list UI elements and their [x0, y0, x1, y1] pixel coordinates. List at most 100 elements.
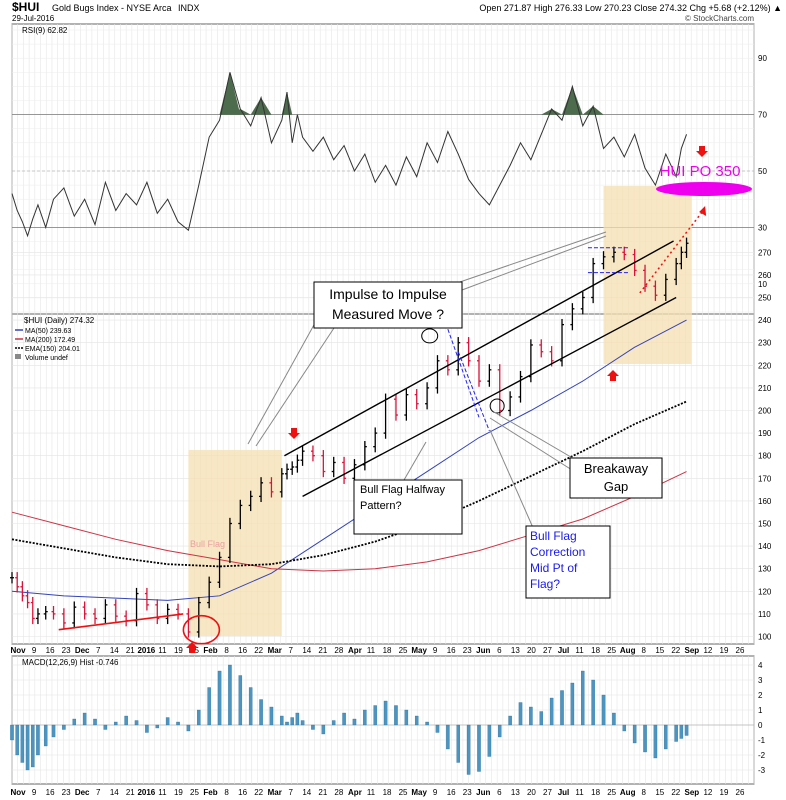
macd-hist-bar	[93, 718, 97, 726]
rsi-y-tick: 10	[758, 280, 767, 289]
ohlc-bar	[155, 599, 160, 625]
correction-line-b	[457, 351, 490, 432]
ohlc-bar	[476, 355, 481, 387]
ohlc-bar	[591, 257, 596, 304]
macd-hist-bar	[197, 709, 201, 726]
macd-hist-bar	[446, 724, 450, 750]
macd-hist-bar	[570, 682, 575, 726]
macd-hist-bar	[238, 675, 243, 726]
macd-x-tick: 19	[174, 788, 183, 797]
price-x-tick: Aug	[620, 646, 636, 655]
price-x-tick: Dec	[75, 646, 90, 655]
price-x-tick: 25	[399, 646, 408, 655]
impulse-callout-box	[313, 281, 463, 329]
price-x-tick: 18	[383, 646, 392, 655]
macd-x-tick: Jun	[476, 788, 490, 797]
ohlc-bar	[518, 370, 523, 403]
ohlc-bar	[35, 608, 40, 625]
macd-hist-bar	[352, 718, 357, 726]
bull-flag-watermark: Bull Flag	[190, 539, 225, 549]
ohlc-bar	[51, 605, 56, 620]
breakaway-callout-text: Breakaway Gap	[583, 461, 649, 494]
ma50-line	[11, 319, 687, 601]
macd-hist-bar	[643, 724, 647, 753]
macd-x-tick: May	[411, 788, 427, 797]
macd-hist-bar	[456, 724, 460, 763]
macd-x-tick: 18	[591, 788, 600, 797]
impulse-callout-text: Impulse to Impulse Measured Move ?	[329, 286, 447, 322]
macd-hist-bar	[82, 712, 87, 726]
ohlc-bar	[72, 601, 77, 629]
ohlc-bar	[487, 364, 492, 387]
rsi-line	[11, 72, 688, 238]
low-circle	[182, 614, 221, 645]
macd-x-tick: 27	[543, 788, 552, 797]
macd-x-tick: Aug	[620, 788, 636, 797]
macd-x-tick: 20	[527, 788, 536, 797]
macd-hist-bar	[311, 724, 315, 730]
ohlc-bar	[580, 291, 585, 315]
price-x-tick: 21	[126, 646, 135, 655]
macd-x-tick: 22	[671, 788, 680, 797]
price-x-tick: Mar	[268, 646, 282, 655]
ohlc-bar	[466, 337, 471, 367]
price-x-tick: 2016	[137, 646, 155, 655]
ohlc-bar	[663, 273, 668, 301]
macd-hist-bar	[664, 724, 668, 750]
price-x-tick: 9	[433, 646, 438, 655]
rsi-overbought-fill	[229, 108, 251, 115]
macd-hist-bar	[269, 706, 274, 726]
macd-hist-bar	[217, 670, 222, 726]
macd-hist-bar	[331, 720, 336, 726]
ohlc-bar	[217, 551, 222, 588]
rsi-y-tick: 90	[758, 54, 767, 63]
macd-x-tick: Mar	[268, 788, 282, 797]
macd-hist-bar	[487, 724, 492, 757]
macd-x-tick: Feb	[203, 788, 217, 797]
ma200-legend: MA(200) 172.49	[25, 337, 75, 344]
macd-hist-bar	[539, 711, 544, 726]
price-y-tick: 210	[758, 384, 772, 393]
macd-x-tick: 8	[224, 788, 229, 797]
macd-x-tick: 15	[655, 788, 664, 797]
price-x-tick: 7	[289, 646, 294, 655]
price-x-tick: 19	[720, 646, 729, 655]
price-x-tick: 13	[511, 646, 520, 655]
price-objective-label: HUI PO 350	[660, 163, 741, 180]
macd-hist-bar	[176, 721, 180, 726]
price-y-tick: 180	[758, 452, 772, 461]
macd-hist-bar	[36, 724, 40, 756]
ohlc-bar	[279, 468, 284, 498]
gap-circle	[489, 398, 505, 414]
macd-hist-bar	[15, 724, 19, 756]
ohlc-bar	[20, 581, 25, 602]
macd-hist-bar	[134, 720, 139, 726]
macd-y-tick: 0	[758, 721, 763, 730]
ohlc-bar	[643, 264, 648, 292]
copyright-label: © StockCharts.com	[685, 14, 754, 23]
macd-hist-bar	[435, 724, 440, 733]
red-arrow-jul-low	[607, 370, 619, 381]
price-x-tick: 27	[543, 646, 552, 655]
price-y-tick: 260	[758, 271, 772, 280]
macd-x-tick: Apr	[348, 788, 362, 797]
macd-hist-bar	[622, 724, 627, 732]
macd-x-tick: Nov	[10, 788, 26, 797]
macd-y-tick: 1	[758, 706, 763, 715]
price-x-tick: May	[411, 646, 427, 655]
macd-hist-bar	[601, 694, 606, 726]
macd-x-tick: 21	[126, 788, 135, 797]
price-x-tick: 21	[318, 646, 327, 655]
macd-x-tick: 13	[511, 788, 520, 797]
ohlc-bar	[269, 477, 274, 498]
ma200-line	[11, 471, 687, 572]
correction-line-a	[447, 328, 480, 418]
bull-flag-callout-box	[353, 479, 463, 535]
ohlc-bar	[227, 517, 232, 564]
macd-hist-bar	[612, 712, 616, 726]
macd-x-tick: 6	[497, 788, 502, 797]
price-x-tick: Jun	[476, 646, 490, 655]
macd-y-tick: -3	[758, 766, 766, 775]
price-x-tick: 8	[642, 646, 647, 655]
